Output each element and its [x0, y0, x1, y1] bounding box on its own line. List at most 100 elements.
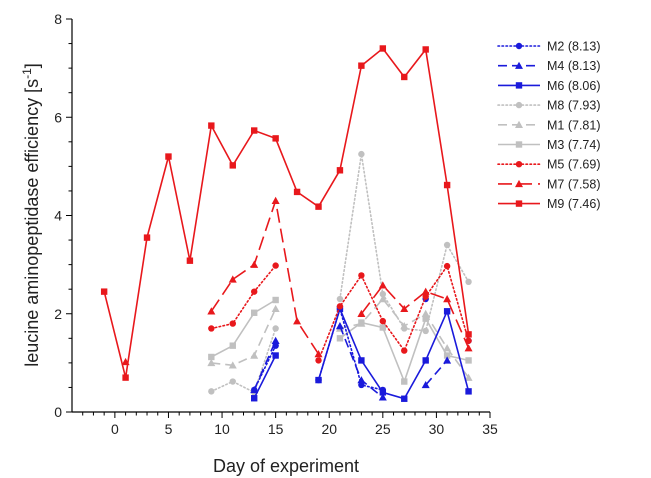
data-point	[422, 327, 429, 335]
data-point	[315, 376, 322, 384]
y-axis-title-main: leucine aminopeptidase efficiency [s	[22, 79, 42, 367]
y-tick-label: 4	[54, 208, 62, 224]
data-point	[272, 352, 279, 359]
data-point	[465, 331, 472, 338]
legend-label: M9 (7.46)	[547, 197, 601, 211]
series-line	[103, 47, 470, 378]
data-point	[443, 262, 451, 270]
legend-label: M1 (7.81)	[547, 118, 601, 132]
data-point	[143, 234, 151, 241]
data-point	[271, 196, 280, 204]
y-tick-label: 0	[54, 404, 62, 420]
legend-item: M8 (7.93)	[497, 99, 601, 113]
data-point	[228, 275, 237, 283]
data-point	[443, 295, 452, 303]
data-point	[357, 309, 366, 317]
data-point	[421, 309, 430, 317]
data-point	[336, 167, 344, 174]
legend-label: M6 (8.06)	[547, 79, 601, 93]
legend-item: M2 (8.13)	[497, 40, 601, 54]
data-point	[229, 378, 236, 385]
series-line	[317, 306, 470, 400]
y-axis-ticks: 0 2 4 6 8	[54, 11, 72, 420]
data-point	[229, 342, 236, 349]
legend-label: M8 (7.93)	[547, 99, 601, 113]
data-point	[228, 361, 237, 369]
y-tick-label: 8	[54, 11, 62, 27]
legend-label: M2 (8.13)	[547, 40, 601, 54]
data-point	[336, 303, 344, 310]
data-point	[422, 357, 429, 364]
data-point	[401, 73, 408, 81]
legend-marker	[515, 42, 523, 50]
data-point	[272, 135, 279, 142]
legend: M2 (8.13) M4 (8.13) M6 (8.06) M8 (7.93) M1 (…	[497, 40, 601, 211]
data-point	[251, 127, 258, 134]
data-point	[465, 357, 472, 364]
legend-item: M7 (7.58)	[498, 177, 601, 191]
series-line	[210, 264, 277, 330]
legend-item: M6 (8.06)	[498, 79, 601, 93]
data-point	[401, 347, 408, 354]
data-point	[421, 380, 430, 389]
legend-item: M1 (7.81)	[498, 118, 601, 132]
data-point	[379, 389, 387, 396]
legend-marker	[515, 141, 523, 148]
legend-marker	[515, 200, 523, 207]
data-point	[208, 388, 215, 395]
x-axis-ticks: 0 5 10 15 20 25 30 35	[82, 412, 498, 437]
data-point	[465, 388, 472, 395]
data-point	[358, 381, 365, 389]
data-point	[208, 325, 215, 332]
data-point	[335, 322, 344, 330]
series-m5	[208, 262, 472, 364]
data-point	[401, 395, 408, 402]
data-point	[465, 278, 472, 286]
y-axis-title-close: ]	[22, 63, 42, 68]
data-point	[358, 150, 365, 158]
legend-label: M3 (7.74)	[547, 138, 601, 152]
series-layer	[100, 45, 473, 402]
series-m6	[251, 305, 472, 402]
series-line	[317, 264, 470, 362]
legend-label: M7 (7.58)	[547, 177, 601, 191]
data-point	[208, 353, 215, 361]
data-point	[315, 203, 322, 210]
data-point	[443, 181, 451, 189]
data-point	[293, 188, 301, 196]
series-line	[211, 308, 277, 367]
x-tick-label: 30	[429, 421, 445, 437]
data-point	[293, 317, 302, 325]
x-tick-label: 20	[321, 421, 337, 437]
data-point	[314, 350, 323, 358]
y-tick-label: 6	[54, 109, 62, 125]
data-point	[400, 304, 409, 313]
legend-item: M5 (7.69)	[497, 158, 601, 172]
x-axis-title: Day of experiment	[213, 456, 359, 476]
y-axis-title-superscript: -1	[20, 68, 34, 79]
data-point	[379, 317, 387, 325]
data-point	[443, 241, 451, 249]
data-point	[251, 395, 258, 402]
data-point	[250, 351, 259, 359]
data-point	[272, 296, 279, 304]
series-line	[210, 200, 320, 355]
data-point	[251, 288, 258, 295]
data-point	[465, 337, 472, 344]
data-point	[400, 322, 409, 330]
data-point	[357, 376, 366, 384]
data-point	[422, 293, 429, 300]
data-point	[422, 46, 429, 53]
data-point	[336, 335, 344, 342]
legend-marker	[515, 161, 523, 168]
series-m7	[121, 196, 473, 366]
legend-item: M4 (8.13)	[498, 59, 601, 73]
data-point	[443, 308, 451, 315]
data-point	[358, 272, 365, 279]
data-point	[250, 260, 259, 268]
data-point	[464, 373, 473, 381]
legend-label: M5 (7.69)	[547, 158, 601, 172]
data-point	[378, 393, 387, 401]
plot-area: 0 5 10 15 20 25 30 35 0 2 4 6 8	[54, 11, 498, 437]
